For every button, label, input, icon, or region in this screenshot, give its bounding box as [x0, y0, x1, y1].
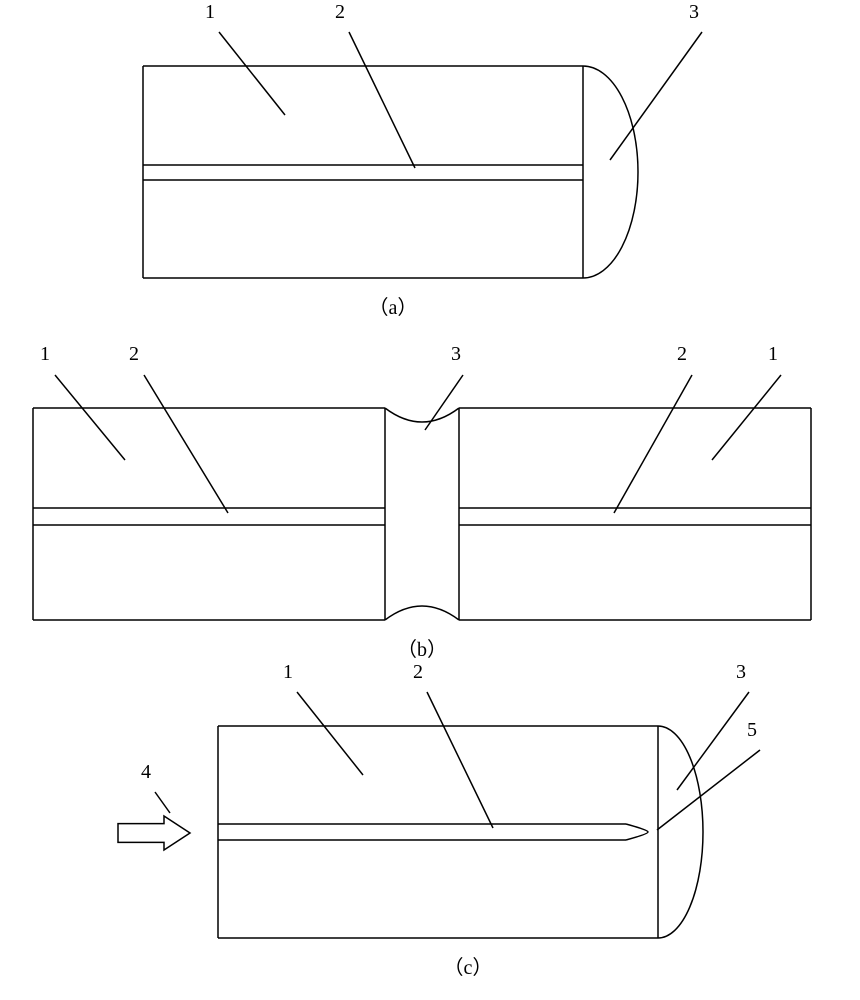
svg-text:1: 1 — [205, 1, 215, 23]
svg-text:2: 2 — [335, 1, 345, 23]
svg-text:（b）: （b） — [397, 638, 447, 661]
svg-text:1: 1 — [40, 343, 50, 365]
technical-diagram: 1 2 3 （a） 3 1 2 2 1 （b） 1 2 3 4 5 （c） — [0, 0, 860, 1000]
svg-text:1: 1 — [768, 343, 778, 365]
svg-text:5: 5 — [747, 719, 757, 741]
svg-text:（a）: （a） — [369, 296, 418, 319]
svg-text:3: 3 — [736, 661, 746, 683]
svg-text:4: 4 — [141, 761, 151, 783]
svg-text:2: 2 — [413, 661, 423, 683]
svg-text:3: 3 — [451, 343, 461, 365]
svg-text:2: 2 — [677, 343, 687, 365]
svg-text:3: 3 — [689, 1, 699, 23]
svg-text:1: 1 — [283, 661, 293, 683]
svg-text:（c）: （c） — [444, 956, 493, 979]
svg-text:2: 2 — [129, 343, 139, 365]
